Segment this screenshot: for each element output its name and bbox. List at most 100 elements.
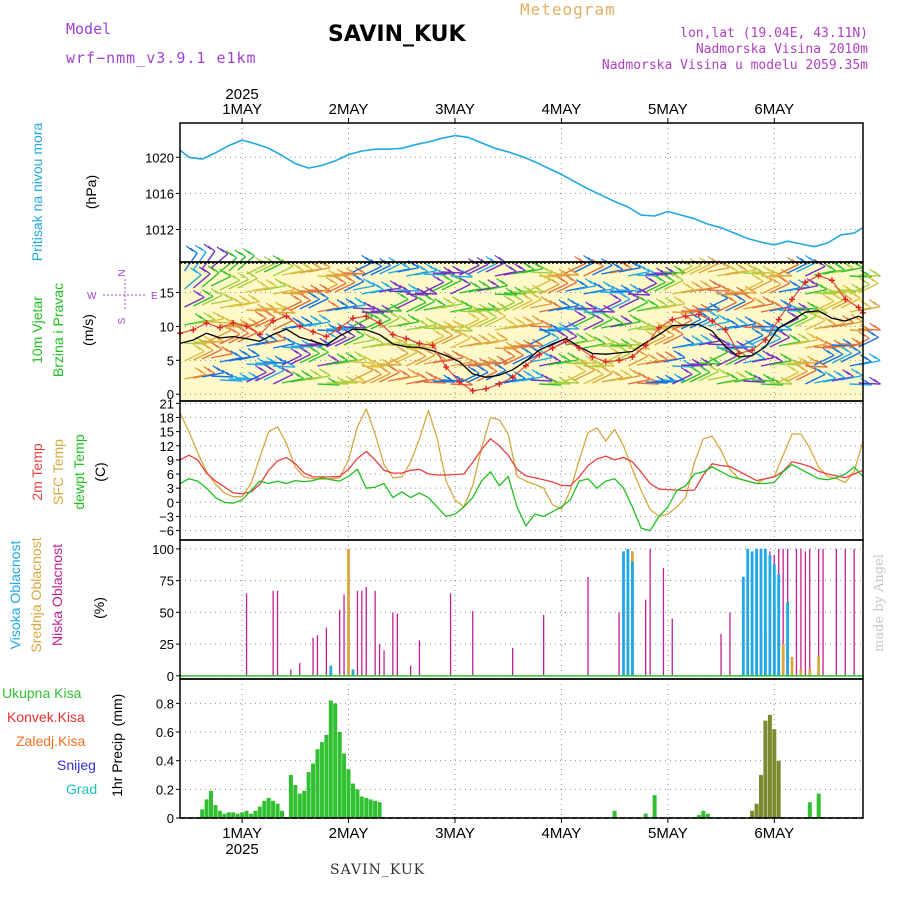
wind-barb [299,291,320,310]
precip-total-bar [288,775,293,818]
wind-barb [805,366,826,385]
wind-gust-marker [443,364,450,371]
cloud-bar [809,548,811,676]
precip-total-bar [200,809,205,818]
precip-convective-bar [759,775,763,818]
cloud-bar [645,599,647,676]
y-tick-label: 0 [167,495,174,510]
wind-barb [299,315,322,328]
wind-panel-background [180,262,863,401]
wind-barb [698,363,720,382]
y-tick-label: 3 [167,481,174,496]
wind-barb [778,280,801,293]
wind-barb [476,363,498,382]
wind-barb [184,289,205,308]
panel-frame [179,678,864,819]
precip-total-bar [213,805,218,818]
precip-total-bar [364,797,369,818]
wind-gust-marker [376,320,383,327]
wind-barb [397,368,420,381]
cloud-bar [272,590,274,676]
wind-barb [210,246,229,269]
wind-barb [716,348,737,367]
wind-gust-marker [216,324,223,331]
wind-barb [290,262,313,275]
cloud-bar [853,548,855,676]
wind-barb [814,317,837,330]
wind-barb [574,355,598,364]
cloud-bar [290,669,292,676]
wind-barb [565,333,588,346]
wind-barb [423,274,445,293]
cloud-bar [329,665,333,676]
bottom-day-label: 1MAY [222,825,262,842]
cloud-bar [410,665,412,676]
wind-barb [361,366,382,385]
cloud-bar [374,590,376,676]
station-title: SAVIN_KUK [328,22,466,47]
precip-total-bar [315,749,320,818]
meteogram-title: Meteogram [520,0,616,19]
compass-west: W [87,291,97,302]
wind-barb [574,278,597,291]
wind-barb [406,318,429,331]
wind-barb [485,332,508,345]
wind-barb [352,332,375,345]
wind-barb [814,263,837,276]
precip-total-bar [342,753,347,818]
wind-barb [663,272,684,291]
wind-barb [335,352,358,365]
precip-total-bar [337,732,342,818]
precip-total-bar [217,810,222,818]
wind-barb [858,353,881,366]
precip-legend-label: Zaledj.Kisa [16,733,85,749]
wind-gust-marker [243,323,250,330]
precip-convective-bar [776,760,781,818]
wind-barb [787,333,810,346]
wind-barb [485,308,507,327]
wind-barb [734,262,757,275]
wind-barb [627,318,650,331]
wind-barb [592,335,615,348]
wind-barb [468,334,491,347]
wind-barb [414,263,437,276]
wind-barb [441,296,464,309]
wind-barb [645,352,668,365]
wind-barb [503,293,524,312]
wind-gust-marker [509,374,516,381]
wind-barb [831,369,854,382]
wind-gust-marker [682,313,689,320]
wind-barb [308,314,331,327]
wind-barb [512,346,533,365]
wind-barb [255,309,276,328]
cloud-bar [543,614,545,676]
precip-total-bar [262,800,267,818]
wind-barb [654,351,677,364]
wind-gust-marker [828,277,835,284]
cloud-bar [755,548,758,676]
wind-barb [512,370,535,383]
wind-barb [476,309,498,328]
wind-barb [601,316,624,329]
bottom-day-label: 4MAY [542,825,582,842]
precip-total-bar [807,802,812,818]
wind-barb [494,318,517,331]
wind-barb [379,364,400,383]
wind-barb [397,283,420,292]
panel-frame [179,400,864,541]
wind-barb [352,278,375,291]
wind-barb [237,348,260,361]
cloud-bar [316,635,319,676]
precip-total-bar [696,815,701,818]
wind-barb [441,265,464,274]
cloud-bar [804,551,806,676]
wind-barb [326,275,347,294]
cloud-bar [800,548,802,676]
wind-barb [681,281,704,294]
lonlat-label: lon,lat (19.04E, 43.11N) [680,26,868,41]
low-cloud-axis-title: Niska Oblacnost [49,544,65,646]
wind-barb [805,282,828,295]
wind-barb [565,309,587,328]
wind-barb [317,276,338,295]
wind-barb [228,349,251,362]
